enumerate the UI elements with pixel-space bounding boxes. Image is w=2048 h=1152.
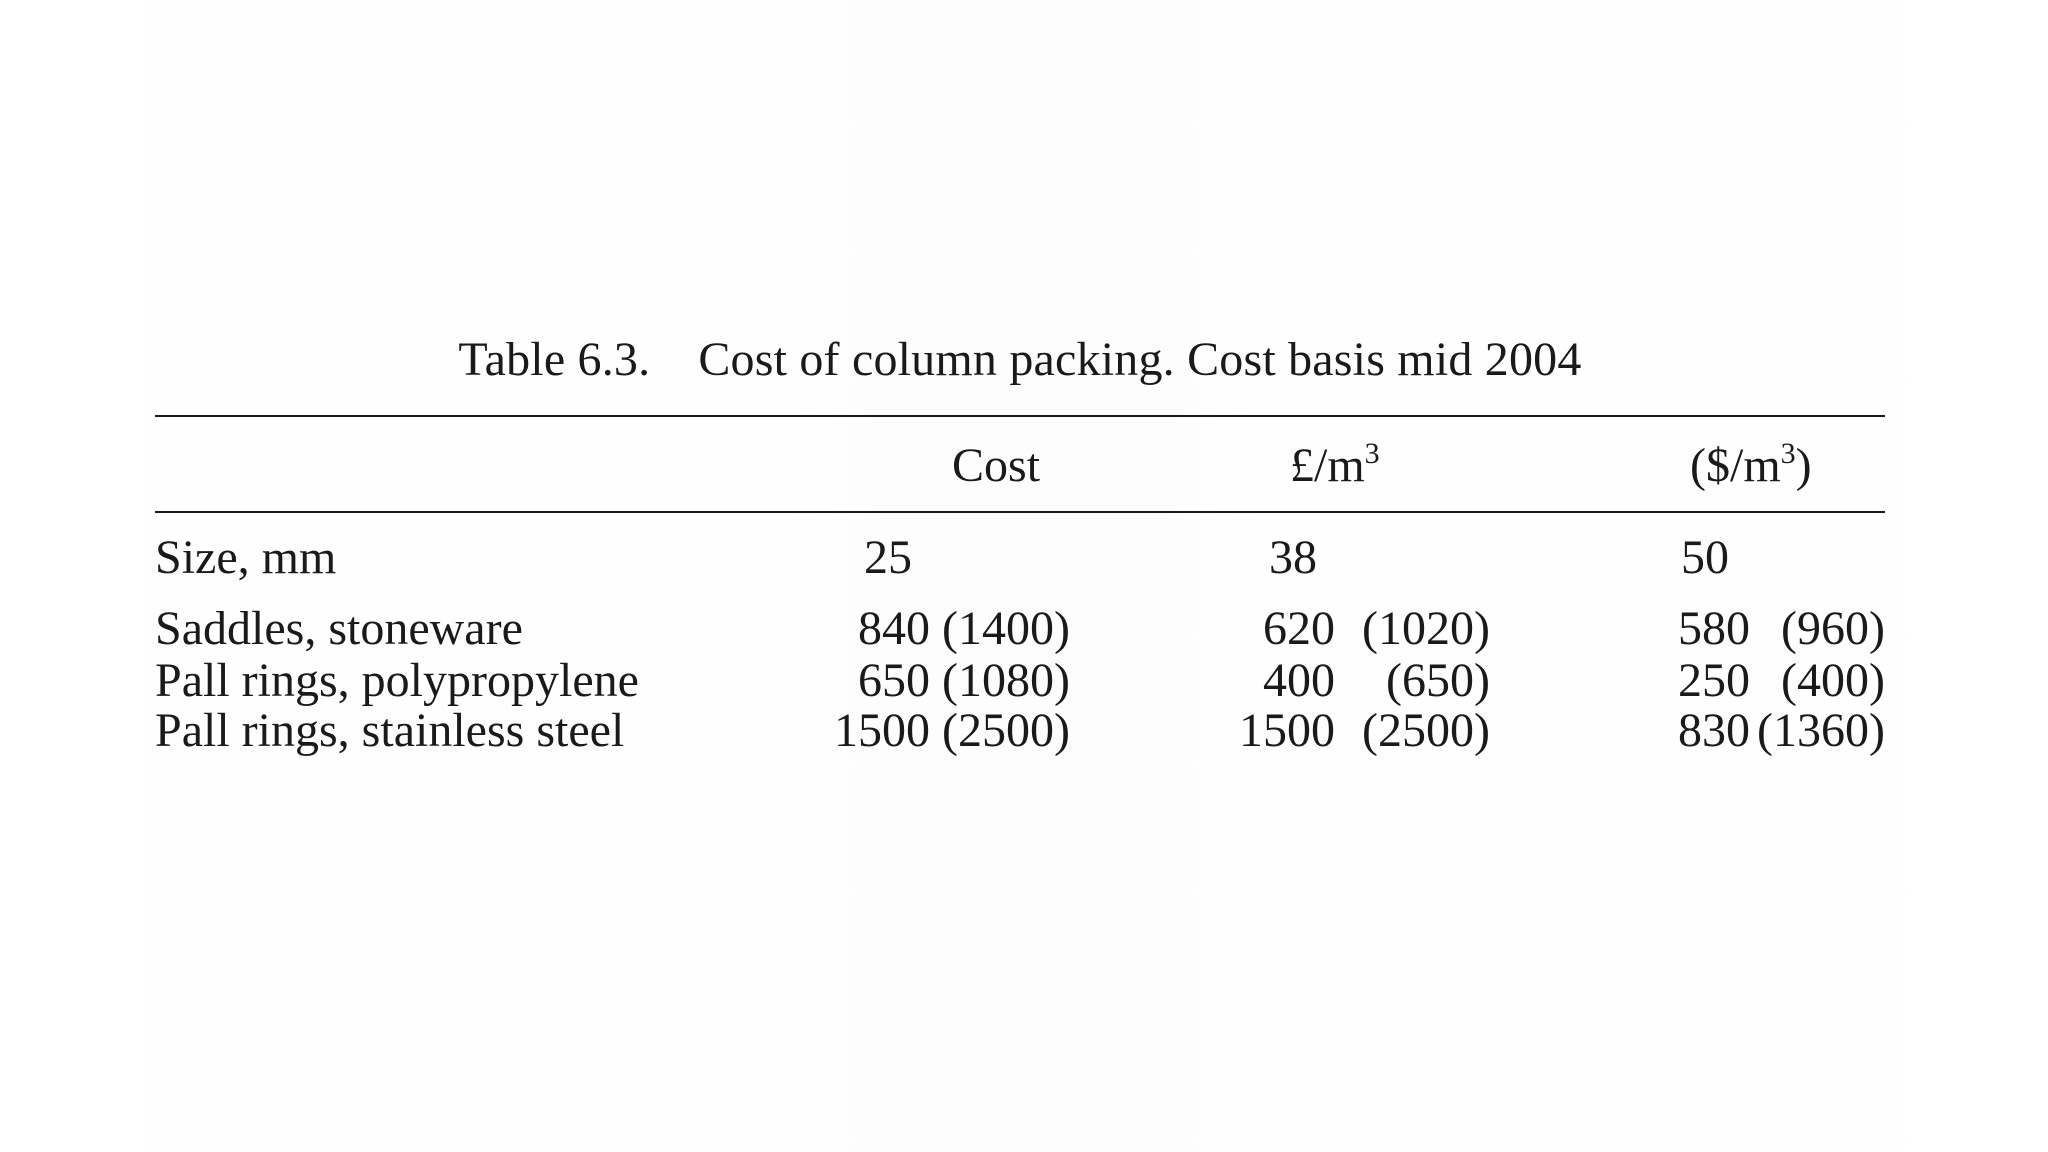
cell-usd: (650) bbox=[1386, 654, 1490, 707]
header-gbp-exponent: 3 bbox=[1364, 437, 1380, 470]
cell-usd: (960) bbox=[1781, 602, 1885, 655]
row-label: Pall rings, stainless steel bbox=[155, 704, 625, 757]
row-label: Pall rings, polypropylene bbox=[155, 654, 639, 707]
cell-gbp: 840 bbox=[858, 602, 931, 655]
row-label: Saddles, stoneware bbox=[155, 602, 523, 655]
cell-usd: (2500) bbox=[1362, 704, 1490, 757]
cell-usd: (1400) bbox=[942, 602, 1070, 655]
size-25: 25 bbox=[864, 531, 912, 584]
cell-gbp: 830 bbox=[1678, 704, 1750, 757]
header-usd-base: ($/m bbox=[1690, 439, 1781, 492]
table-cell: 840 (1400) bbox=[795, 603, 1070, 655]
table-cell: 1500 (2500) bbox=[795, 705, 1070, 757]
top-rule bbox=[155, 415, 1885, 417]
caption-title: Cost of column packing. Cost basis mid 2… bbox=[698, 333, 1582, 386]
cell-gbp: 1500 bbox=[834, 704, 931, 757]
header-cost: Cost bbox=[952, 439, 1041, 492]
cell-gbp: 250 bbox=[1678, 654, 1750, 707]
table-caption: Table 6.3. Cost of column packing. Cost b… bbox=[155, 330, 1885, 390]
size-50: 50 bbox=[1681, 531, 1729, 584]
cell-usd: (1080) bbox=[942, 654, 1070, 707]
header-rule bbox=[155, 511, 1885, 513]
cell-gbp: 400 bbox=[1263, 654, 1335, 707]
header-gbp-unit: £/m3 bbox=[1290, 437, 1380, 492]
header-gbp-base: £/m bbox=[1290, 439, 1365, 492]
header-usd-unit: ($/m3) bbox=[1690, 437, 1812, 492]
cell-gbp: 650 bbox=[858, 654, 931, 707]
header-usd-exponent: 3 bbox=[1780, 437, 1796, 470]
cell-usd: (2500) bbox=[942, 704, 1070, 757]
cell-usd: (1020) bbox=[1362, 602, 1490, 655]
cell-usd: (1360) bbox=[1757, 704, 1885, 757]
cell-usd: (400) bbox=[1781, 654, 1885, 707]
caption-label: Table 6.3. bbox=[458, 333, 651, 386]
cell-gbp: 620 bbox=[1263, 602, 1335, 655]
size-38: 38 bbox=[1269, 531, 1317, 584]
cell-gbp: 580 bbox=[1678, 602, 1750, 655]
cell-gbp: 1500 bbox=[1239, 704, 1335, 757]
header-usd-close: ) bbox=[1795, 439, 1812, 492]
size-row-label: Size, mm bbox=[155, 531, 337, 584]
table-cell: 650 (1080) bbox=[795, 655, 1070, 707]
